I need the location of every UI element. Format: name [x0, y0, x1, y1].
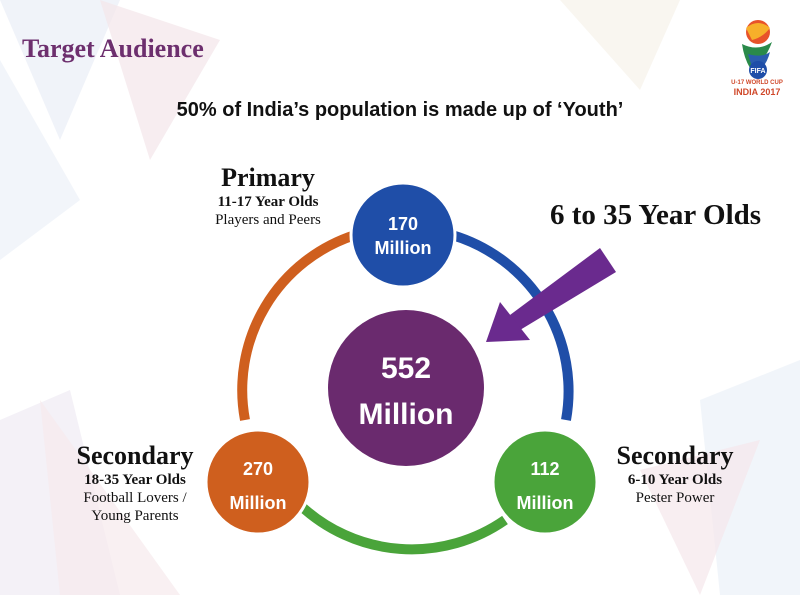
circle-primary — [349, 181, 457, 289]
secondary-kids-value-label: 112 Million — [495, 452, 595, 520]
secondary-adult-heading: Secondary — [76, 441, 194, 470]
ring-arc-green — [296, 501, 508, 555]
secondary-adult-description: Football Lovers / — [83, 490, 187, 506]
slide-subtitle: 50% of India’s population is made up of … — [176, 99, 624, 121]
primary-value: 170 — [387, 214, 419, 234]
secondary-adult-unit: Million — [229, 493, 287, 513]
circle-secondary-kids — [491, 428, 599, 536]
logo-tagline: U-17 WORLD CUP — [731, 80, 783, 86]
logo-caption: U-17 WORLD CUP INDIA 2017 — [722, 80, 792, 97]
fifa-badge-text: FIFA — [750, 68, 765, 75]
age-range-callout: 6 to 35 Year Olds — [550, 199, 762, 231]
secondary-kids-ages: 6-10 Year Olds — [627, 472, 723, 488]
secondary-adult-group-label: Secondary 18-35 Year Olds Football Lover… — [60, 441, 210, 525]
logo-edition: INDIA 2017 — [733, 87, 781, 97]
fifa-u17-logo: FIFA — [742, 20, 772, 79]
primary-description: Players and Peers — [215, 212, 321, 228]
secondary-kids-group-label: Secondary 6-10 Year Olds Pester Power — [602, 441, 748, 507]
secondary-adult-ages: 18-35 Year Olds — [84, 472, 186, 488]
callout-arrow — [486, 248, 616, 342]
primary-heading: Primary — [221, 163, 315, 192]
circle-secondary-adult — [204, 428, 312, 536]
secondary-kids-value: 112 — [530, 459, 560, 479]
circle-center — [328, 310, 484, 466]
center-value: 552 — [380, 352, 432, 385]
primary-unit: Million — [374, 238, 432, 258]
secondary-adult-value: 270 — [242, 459, 274, 479]
secondary-kids-unit: Million — [516, 493, 574, 513]
primary-group-label: Primary 11-17 Year Olds Players and Peer… — [180, 163, 356, 229]
secondary-kids-description: Pester Power — [635, 490, 715, 506]
ring-arc-orange — [237, 230, 357, 421]
secondary-adult-value-label: 270 Million — [208, 452, 308, 520]
secondary-kids-heading: Secondary — [616, 441, 734, 470]
primary-ages: 11-17 Year Olds — [217, 194, 319, 210]
center-unit: Million — [358, 398, 454, 431]
slide-title: Target Audience — [22, 34, 204, 63]
center-value-label: 552 Million — [336, 346, 476, 438]
secondary-adult-description-2: Young Parents — [91, 508, 179, 524]
primary-value-label: 170 Million — [353, 212, 453, 260]
